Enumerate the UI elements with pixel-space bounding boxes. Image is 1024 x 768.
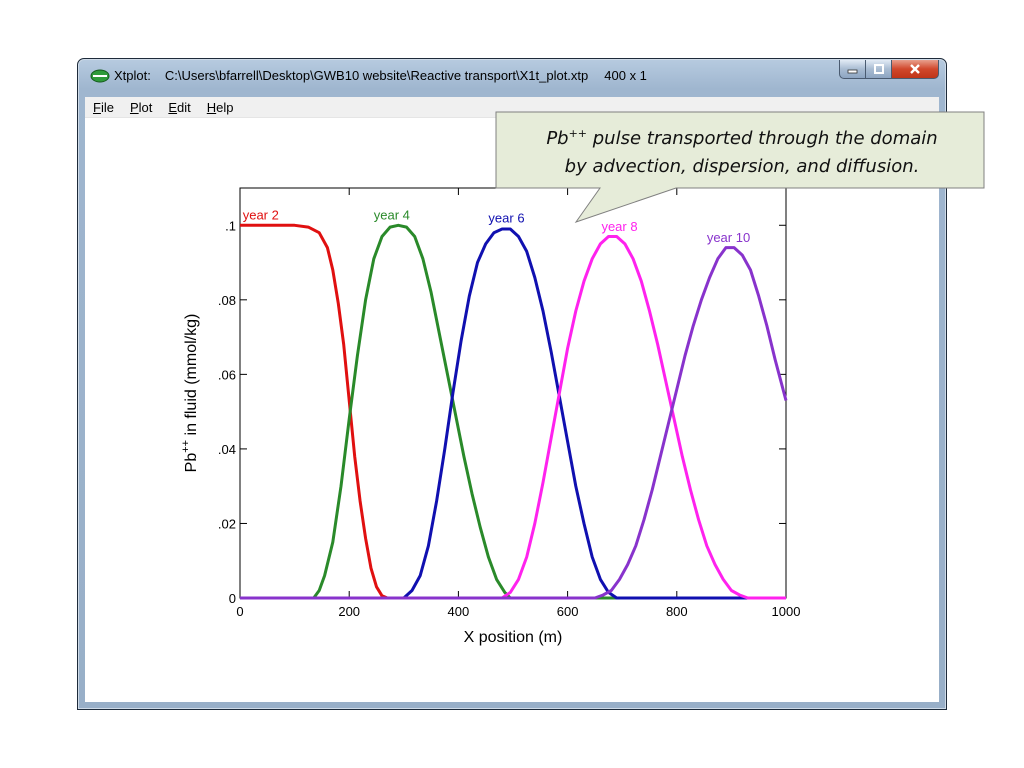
y-tick-label: .08 <box>218 293 236 308</box>
y-tick-label: 0 <box>229 591 236 606</box>
menu-file-rest: ile <box>100 99 114 115</box>
y-tick-label: .04 <box>218 442 236 457</box>
series-label: year 4 <box>374 208 410 223</box>
series-line-year-4 <box>240 223 786 600</box>
x-tick-label: 0 <box>236 604 243 619</box>
menu-help[interactable]: Help <box>199 100 242 115</box>
y-axis-label-rest: in fluid (mmol/kg) <box>183 314 200 440</box>
series-lines: year 2 year 4 year 6 year 8 year 10 <box>240 208 788 600</box>
callout-line-1-rest: pulse transported through the domain <box>587 128 938 149</box>
caption-buttons <box>839 60 939 80</box>
series-line-year-10 <box>240 246 788 600</box>
x-tick-label: 400 <box>448 604 470 619</box>
axis-ticks: 0 200 400 600 800 1000 0 .02 .04 .06 .08 .1 <box>218 188 801 619</box>
y-axis-label: Pb++ in fluid (mmol/kg) <box>180 314 200 473</box>
menu-help-accel: H <box>206 99 217 115</box>
minimize-button[interactable] <box>839 60 866 79</box>
menu-file-accel: F <box>93 99 101 115</box>
series-label: year 8 <box>601 219 637 234</box>
series-line-year-6 <box>240 227 786 600</box>
app-name: Xtplot: <box>114 68 151 83</box>
series-line-year-2 <box>240 223 786 600</box>
menu-plot[interactable]: Plot <box>122 100 160 115</box>
y-axis-label-species: Pb <box>183 453 200 473</box>
maximize-button[interactable] <box>866 60 892 79</box>
callout-charge: ++ <box>568 127 588 140</box>
plot-dimensions: 400 x 1 <box>604 68 647 83</box>
x-tick-label: 200 <box>338 604 360 619</box>
y-tick-label: .1 <box>225 218 236 233</box>
title-bar[interactable]: Xtplot: C:\Users\bfarrell\Desktop\GWB10 w… <box>78 59 946 93</box>
callout-text: Pb++ pulse transported through the domai… <box>500 117 984 189</box>
menu-plot-rest: lot <box>138 99 153 115</box>
x-axis-label: X position (m) <box>464 629 563 646</box>
callout-line-1: Pb++ pulse transported through the domai… <box>546 125 937 153</box>
xtplot-app-icon[interactable] <box>90 69 110 83</box>
menu-edit[interactable]: Edit <box>160 100 198 115</box>
series-label: year 10 <box>707 230 750 245</box>
minimize-icon <box>847 69 857 74</box>
callout-bubble <box>495 111 985 223</box>
series-label: year 6 <box>488 211 524 226</box>
callout-line-2: by advection, dispersion, and diffusion. <box>564 156 920 177</box>
y-axis-label-charge: ++ <box>180 440 192 453</box>
callout-species: Pb <box>546 128 569 149</box>
menu-plot-accel: P <box>129 99 139 115</box>
close-icon <box>910 64 920 74</box>
plot-canvas-area <box>85 117 939 702</box>
file-path: C:\Users\bfarrell\Desktop\GWB10 website\… <box>164 68 589 83</box>
x-tick-label: 600 <box>557 604 579 619</box>
maximize-icon <box>873 64 884 74</box>
x-tick-label: 1000 <box>772 604 801 619</box>
series-line-year-8 <box>240 235 786 600</box>
series-label: year 2 <box>243 208 279 223</box>
y-tick-label: .06 <box>218 367 236 382</box>
x-tick-label: 800 <box>666 604 688 619</box>
close-button[interactable] <box>892 60 939 79</box>
y-tick-label: .02 <box>218 516 236 531</box>
menu-help-rest: elp <box>216 99 234 115</box>
menu-edit-rest: dit <box>177 99 191 115</box>
window-title: Xtplot: C:\Users\bfarrell\Desktop\GWB10 w… <box>114 68 804 83</box>
menu-edit-accel: E <box>168 99 178 115</box>
menu-file[interactable]: File <box>85 100 122 115</box>
